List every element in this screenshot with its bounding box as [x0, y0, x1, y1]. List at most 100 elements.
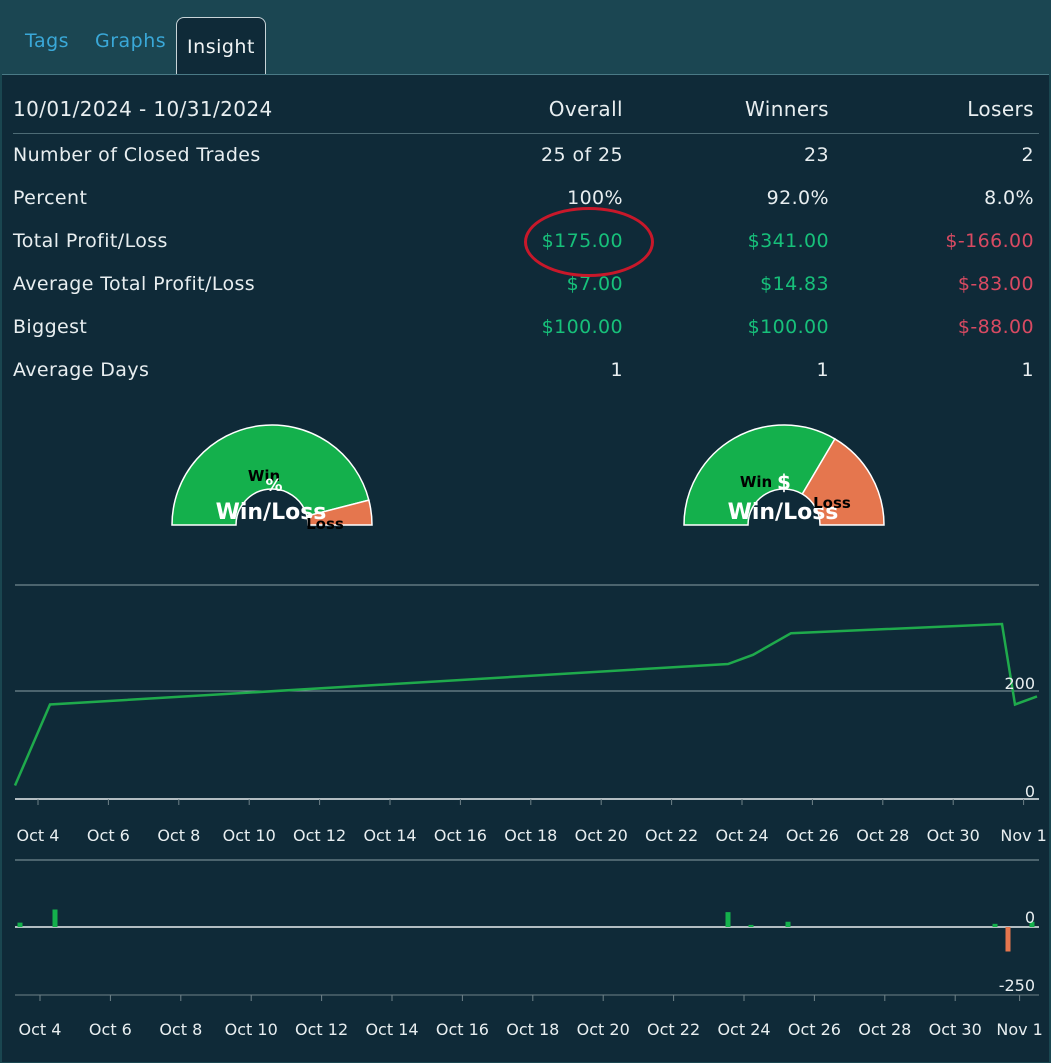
stats-header-row: 10/01/2024 - 10/31/2024 Overall Winners … — [13, 97, 1039, 127]
gauge-percent: Win % Win/Loss Loss — [166, 423, 378, 531]
bar — [17, 922, 23, 927]
y-tick-label: -250 — [999, 976, 1035, 995]
x-tick-label: Oct 30 — [927, 826, 980, 845]
cell-winners: $341.00 — [747, 230, 829, 252]
tab-graphs[interactable]: Graphs — [95, 30, 167, 52]
table-row: Average Days 1 1 1 — [13, 359, 1039, 389]
x-tick-label: Oct 10 — [223, 826, 276, 845]
x-tick-label: Oct 28 — [858, 1020, 911, 1039]
header-divider — [13, 133, 1039, 134]
cell-losers: 2 — [1021, 144, 1034, 166]
x-tick-label: Oct 12 — [295, 1020, 348, 1039]
bar — [748, 924, 754, 927]
date-range: 10/01/2024 - 10/31/2024 — [13, 97, 273, 121]
gauge-symbol: % — [265, 476, 282, 496]
cell-overall: $7.00 — [566, 273, 623, 295]
gauge-title: Win/Loss — [728, 500, 839, 525]
x-tick-label: Oct 8 — [157, 826, 200, 845]
x-tick-label: Oct 14 — [365, 1020, 418, 1039]
insight-panel: 10/01/2024 - 10/31/2024 Overall Winners … — [2, 74, 1049, 1062]
x-tick-label: Oct 24 — [715, 826, 768, 845]
cell-overall: 1 — [610, 359, 623, 381]
gauge-win-label: Win — [740, 473, 772, 491]
bar — [725, 912, 731, 927]
cell-overall: $100.00 — [541, 316, 623, 338]
x-tick-label: Oct 30 — [929, 1020, 982, 1039]
table-row: Average Total Profit/Loss $7.00 $14.83 $… — [13, 273, 1039, 303]
cell-winners: 92.0% — [766, 187, 829, 209]
bar — [1029, 921, 1035, 927]
x-tick-label: Oct 8 — [159, 1020, 202, 1039]
gauge-dollar: Win $ Win/Loss Loss — [678, 423, 890, 531]
x-tick-label: Oct 4 — [19, 1020, 62, 1039]
header-winners: Winners — [745, 97, 829, 121]
x-tick-label: Oct 4 — [17, 826, 60, 845]
x-tick-label: Oct 10 — [225, 1020, 278, 1039]
gauge-loss-label: Loss — [813, 494, 851, 512]
cell-winners: $100.00 — [747, 316, 829, 338]
x-tick-label: Oct 12 — [293, 826, 346, 845]
table-row: Biggest $100.00 $100.00 $-88.00 — [13, 316, 1039, 346]
bar — [52, 909, 58, 927]
bar-chart-svg: 0 -250 Oct 4 Oct 6 Oct 8 Oct 10 Oct 12 Oct 14 Oc… — [15, 859, 1043, 1039]
header-overall: Overall — [548, 97, 623, 121]
y-tick-label: 0 — [1025, 782, 1035, 801]
x-tick-label: Oct 20 — [575, 826, 628, 845]
cell-winners: 23 — [804, 144, 829, 166]
gauge-loss-label: Loss — [306, 515, 344, 531]
row-label: Total Profit/Loss — [13, 230, 168, 252]
cell-losers: $-83.00 — [957, 273, 1034, 295]
x-tick-label: Oct 18 — [504, 826, 557, 845]
row-label: Percent — [13, 187, 88, 209]
bar — [992, 923, 998, 927]
y-tick-label: 200 — [1004, 674, 1035, 693]
cumulative-pl-chart: 200 0 Oct 4 Oct 6 Oct 8 Oct 10 Oct 12 Oct 14 Oct… — [2, 565, 1049, 855]
row-label: Number of Closed Trades — [13, 144, 261, 166]
x-tick-label: Oct 26 — [786, 826, 839, 845]
cell-losers: $-88.00 — [957, 316, 1034, 338]
cell-overall: 25 of 25 — [541, 144, 623, 166]
gauge-win-segment — [683, 424, 836, 526]
x-tick-label: Oct 24 — [717, 1020, 770, 1039]
x-tick-label: Oct 16 — [436, 1020, 489, 1039]
table-row: Percent 100% 92.0% 8.0% — [13, 187, 1039, 217]
table-row: Number of Closed Trades 25 of 25 23 2 — [13, 144, 1039, 174]
x-tick-label: Oct 22 — [647, 1020, 700, 1039]
x-tick-label: Oct 6 — [87, 826, 130, 845]
row-label: Biggest — [13, 316, 88, 338]
x-tick-label: Nov 1 — [996, 1020, 1043, 1039]
x-tick-label: Oct 18 — [506, 1020, 559, 1039]
x-tick-label: Oct 22 — [645, 826, 698, 845]
bar — [1005, 927, 1011, 952]
daily-pl-chart: 0 -250 Oct 4 Oct 6 Oct 8 Oct 10 Oct 12 Oct 14 Oc… — [2, 855, 1049, 1060]
tab-insight[interactable]: Insight — [176, 17, 266, 75]
line-chart-svg: 200 0 Oct 4 Oct 6 Oct 8 Oct 10 Oct 12 Oct 14 Oct… — [13, 584, 1047, 845]
gauge-win-segment — [171, 424, 370, 526]
row-label: Average Days — [13, 359, 150, 381]
bar — [785, 921, 791, 927]
series-line — [13, 622, 1038, 786]
gauge-loss-segment — [801, 437, 885, 526]
x-tick-label: Oct 6 — [89, 1020, 132, 1039]
tab-tags[interactable]: Tags — [25, 30, 70, 52]
tab-bar: Tags Graphs Insight — [0, 0, 1051, 75]
x-tick-label: Oct 28 — [856, 826, 909, 845]
gauge-win-label: Win — [248, 467, 280, 485]
y-tick-label: 0 — [1025, 908, 1035, 927]
cell-winners: $14.83 — [760, 273, 829, 295]
x-tick-label: Oct 14 — [363, 826, 416, 845]
cell-losers: 8.0% — [984, 187, 1034, 209]
gauge-loss-segment — [305, 499, 373, 526]
gauge-symbol: $ — [777, 470, 791, 494]
x-tick-label: Oct 26 — [788, 1020, 841, 1039]
x-tick-label: Nov 1 — [1000, 826, 1047, 845]
gauge-title: Win/Loss — [216, 500, 327, 525]
x-tick-label: Oct 16 — [434, 826, 487, 845]
header-losers: Losers — [967, 97, 1034, 121]
cell-winners: 1 — [816, 359, 829, 381]
cell-losers: 1 — [1021, 359, 1034, 381]
highlight-circle — [524, 207, 654, 277]
cell-losers: $-166.00 — [945, 230, 1034, 252]
row-label: Average Total Profit/Loss — [13, 273, 256, 295]
cell-overall: 100% — [567, 187, 623, 209]
